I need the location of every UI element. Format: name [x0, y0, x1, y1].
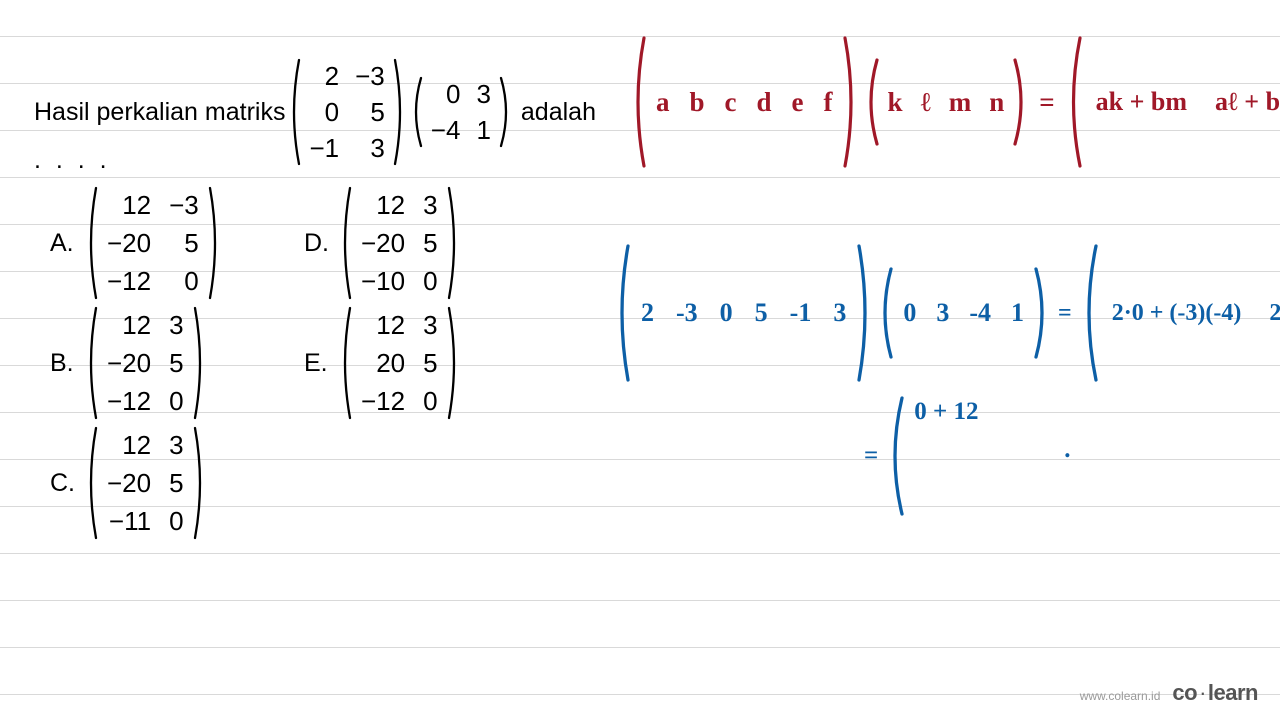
- formula-row: abcdefkℓmn = ak + bmaℓ + bnck + dmcℓ + dne…: [630, 36, 1280, 168]
- question-row: Hasil perkalian matriks2−305−1303−41 adal…: [34, 58, 596, 166]
- calc-matrix-2: 03-41: [877, 267, 1050, 359]
- calc-row: 2-305-1303-41 = 2·0 + (-3)(-4)2·3 + (-3)·1…: [614, 244, 1280, 382]
- question-suffix: adalah: [521, 98, 596, 127]
- answer-label: E.: [304, 349, 332, 378]
- answer-option: A.12−3−205−120: [50, 186, 222, 300]
- calc-matrix-1: 2-305-13: [614, 244, 873, 382]
- answer-matrix: 123−205−100: [338, 186, 461, 300]
- dot-mark: .: [1064, 436, 1070, 464]
- question-matrix-a: 2−305−13: [287, 58, 406, 166]
- answer-label: D.: [304, 229, 332, 258]
- equals-sign: =: [864, 442, 878, 470]
- answer-label: B.: [50, 349, 78, 378]
- footer: www.colearn.id co·learn: [1080, 680, 1258, 706]
- formula-matrix-2: kℓmn: [863, 58, 1030, 146]
- calc-result-row: = 0 + 12.: [864, 396, 1068, 516]
- answer-label: A.: [50, 229, 78, 258]
- question-prefix: Hasil perkalian matriks: [34, 98, 285, 127]
- equals-sign: =: [1039, 87, 1054, 118]
- footer-url: www.colearn.id: [1080, 689, 1161, 703]
- answer-matrix: 123−205−110: [84, 426, 207, 540]
- formula-matrix-1: abcdef: [630, 36, 859, 168]
- answer-option: C.123−205−110: [50, 426, 207, 540]
- answer-matrix: 12−3−205−120: [84, 186, 222, 300]
- calc-result-partial: 0 + 12: [914, 398, 978, 426]
- answer-matrix: 123205−120: [338, 306, 461, 420]
- answer-matrix: 123−205−120: [84, 306, 207, 420]
- answer-option: E.123205−120: [304, 306, 461, 420]
- answer-option: D.123−205−100: [304, 186, 461, 300]
- answer-label: C.: [50, 469, 78, 498]
- calc-matrix-step: 2·0 + (-3)(-4)2·3 + (-3)·10·0 + 5·(-4)0·…: [1080, 244, 1280, 382]
- footer-brand: co·learn: [1172, 680, 1258, 706]
- question-matrix-b: 03−41: [409, 76, 513, 148]
- question-dots: . . . .: [34, 146, 111, 175]
- formula-matrix-result: ak + bmaℓ + bnck + dmcℓ + dnek + fmeℓ + …: [1065, 36, 1280, 168]
- equals-sign: =: [1058, 300, 1072, 327]
- answer-option: B.123−205−120: [50, 306, 207, 420]
